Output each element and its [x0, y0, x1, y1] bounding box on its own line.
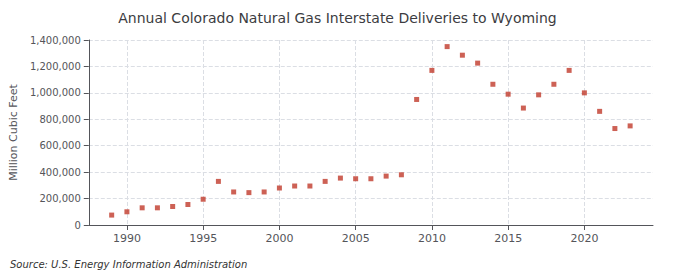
- svg-text:1995: 1995: [189, 232, 217, 245]
- svg-text:Million Cubic Feet: Million Cubic Feet: [7, 83, 20, 180]
- svg-text:Annual Colorado Natural Gas In: Annual Colorado Natural Gas Interstate D…: [118, 10, 557, 26]
- svg-text:800,000: 800,000: [39, 114, 80, 125]
- svg-text:1990: 1990: [113, 232, 141, 245]
- svg-text:1,200,000: 1,200,000: [30, 61, 81, 72]
- svg-text:400,000: 400,000: [39, 167, 80, 178]
- svg-text:2010: 2010: [418, 232, 446, 245]
- svg-text:0: 0: [74, 220, 80, 231]
- svg-text:600,000: 600,000: [39, 140, 80, 151]
- svg-text:1,400,000: 1,400,000: [30, 35, 81, 46]
- svg-text:Source: U.S. Energy Informatio: Source: U.S. Energy Information Administ…: [10, 259, 247, 270]
- svg-text:2005: 2005: [342, 232, 370, 245]
- svg-text:1,000,000: 1,000,000: [30, 87, 81, 98]
- svg-text:2015: 2015: [494, 232, 522, 245]
- svg-text:200,000: 200,000: [39, 193, 80, 204]
- svg-text:2020: 2020: [570, 232, 598, 245]
- svg-text:2000: 2000: [265, 232, 293, 245]
